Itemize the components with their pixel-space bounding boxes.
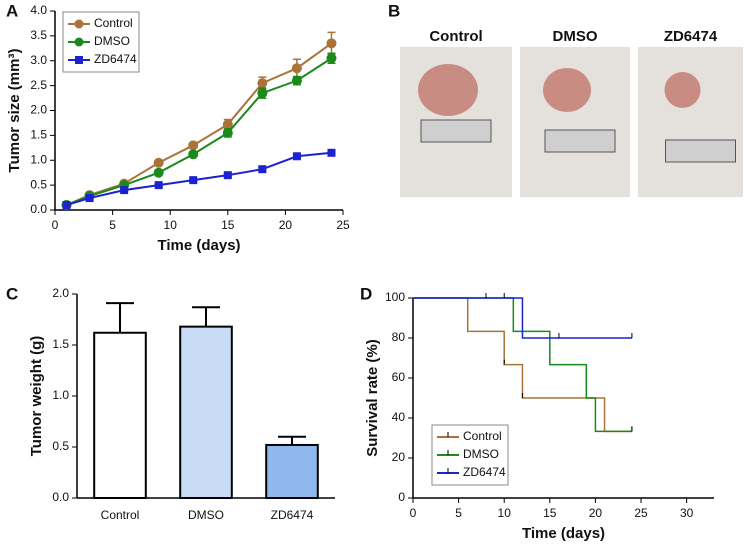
- y-tick-label: 3.0: [30, 53, 47, 67]
- x-tick-label: 20: [589, 506, 603, 520]
- y-tick-label: 60: [392, 370, 406, 384]
- x-tick-label: 25: [336, 218, 350, 232]
- x-tick-label: 25: [634, 506, 648, 520]
- marker: [188, 149, 199, 160]
- marker: [327, 148, 336, 157]
- marker: [222, 127, 233, 138]
- y-tick-label: 80: [392, 330, 406, 344]
- tumor: [664, 72, 701, 108]
- marker: [326, 53, 337, 64]
- photo-label: Control: [429, 28, 482, 45]
- marker: [291, 63, 302, 74]
- x-tick-label: 0: [410, 506, 417, 520]
- survival-curve: [413, 297, 632, 433]
- y-axis-label: Survival rate (%): [364, 339, 381, 457]
- x-axis-label: Time (days): [157, 237, 240, 254]
- y-axis-label: Tumor size (mm³): [6, 49, 23, 173]
- panel-label: B: [388, 1, 400, 20]
- legend-label: Control: [463, 429, 502, 443]
- marker: [189, 176, 198, 185]
- ruler: [420, 119, 492, 143]
- photo-label: ZD6474: [664, 28, 718, 45]
- x-tick-label: 15: [221, 218, 235, 232]
- legend-label: ZD6474: [94, 52, 137, 66]
- x-tick-label: 0: [52, 218, 59, 232]
- y-axis-label: Tumor weight (g): [28, 336, 45, 457]
- legend-label: DMSO: [94, 34, 130, 48]
- marker: [153, 167, 164, 178]
- y-tick-label: 3.5: [30, 28, 47, 42]
- legend-marker: [74, 37, 84, 47]
- photo: [638, 47, 743, 197]
- marker: [258, 165, 267, 174]
- ruler: [665, 139, 736, 163]
- bar: [179, 325, 233, 500]
- error-bar: [192, 306, 220, 327]
- series-line: [66, 57, 333, 206]
- x-tick-label: 5: [109, 218, 116, 232]
- marker: [62, 201, 71, 210]
- x-axis-label: Time (days): [522, 525, 605, 542]
- x-tick-label: 30: [680, 506, 694, 520]
- survival-curve: [413, 297, 632, 433]
- error-bar: [106, 302, 134, 333]
- photo-label: DMSO: [553, 28, 598, 45]
- bar: [93, 331, 147, 500]
- y-tick-label: 2.5: [30, 78, 47, 92]
- x-tick-label: 10: [498, 506, 512, 520]
- x-tick-label: 5: [455, 506, 462, 520]
- y-tick-label: 0.5: [30, 177, 47, 191]
- marker: [85, 194, 94, 203]
- x-tick-label: 10: [164, 218, 178, 232]
- x-tick-label: ZD6474: [271, 508, 314, 522]
- legend-marker: [75, 56, 83, 64]
- marker: [257, 88, 268, 99]
- marker: [154, 181, 163, 190]
- marker: [120, 186, 129, 195]
- legend-label: DMSO: [463, 447, 499, 461]
- error-bar: [278, 435, 306, 445]
- y-tick-label: 1.5: [30, 128, 47, 142]
- marker: [326, 38, 337, 49]
- y-tick-label: 20: [392, 450, 406, 464]
- x-tick-label: Control: [101, 508, 140, 522]
- legend-marker: [74, 19, 84, 29]
- y-tick-label: 2.0: [52, 286, 69, 300]
- y-tick-label: 100: [385, 290, 405, 304]
- tumor: [418, 64, 478, 116]
- marker: [222, 119, 233, 130]
- marker: [153, 157, 164, 168]
- y-tick-label: 1.5: [52, 337, 69, 351]
- y-tick-label: 1.0: [52, 388, 69, 402]
- x-tick-label: DMSO: [188, 508, 224, 522]
- marker: [223, 171, 232, 180]
- y-tick-label: 0.5: [52, 439, 69, 453]
- series-line: [66, 151, 332, 206]
- survival-curve: [413, 297, 632, 339]
- y-tick-label: 0.0: [30, 202, 47, 216]
- marker: [292, 152, 301, 161]
- marker: [291, 75, 302, 86]
- y-tick-label: 1.0: [30, 152, 47, 166]
- y-tick-label: 0.0: [52, 490, 69, 504]
- bar: [265, 443, 319, 499]
- x-tick-label: 15: [543, 506, 557, 520]
- y-tick-label: 4.0: [30, 3, 47, 17]
- marker: [188, 140, 199, 151]
- legend-label: Control: [94, 16, 133, 30]
- x-tick-label: 20: [279, 218, 293, 232]
- tumor: [543, 68, 591, 112]
- panel-label: C: [6, 284, 18, 303]
- marker: [257, 78, 268, 89]
- legend-label: ZD6474: [463, 465, 506, 479]
- y-tick-label: 40: [392, 410, 406, 424]
- ruler: [544, 129, 616, 153]
- y-tick-label: 0: [398, 490, 405, 504]
- y-tick-label: 2.0: [30, 103, 47, 117]
- panel-label: D: [360, 284, 372, 303]
- panel-label: A: [6, 1, 18, 20]
